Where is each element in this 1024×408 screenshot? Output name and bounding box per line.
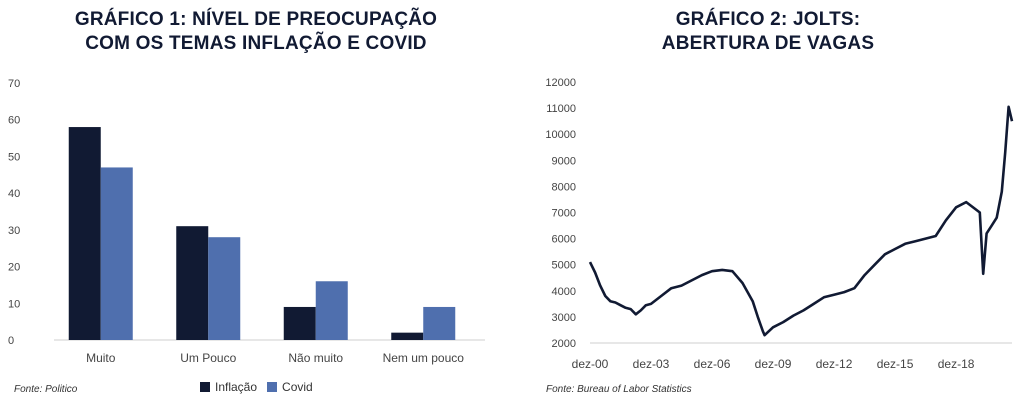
bar-covid [100,167,133,340]
y-tick-label: 2000 [552,338,576,350]
y-tick-label: 70 [8,78,20,90]
bar-covid [423,306,456,340]
y-tick-label: 4000 [552,286,576,298]
line-chart: 2000 3000 4000 5000 6000 7000 8000 9000 10000 110… [545,77,1014,371]
chart-panel-1: GRÁFICO 1: NÍVEL DE PREOCUPAÇÃO COM OS T… [0,8,512,395]
x-tick-label: dez-12 [816,357,853,371]
x-tick-label: dez-03 [633,357,670,371]
y-tick-label: 12000 [545,77,576,89]
chart2-title-line2: ABERTURA DE VAGAS [661,33,875,54]
x-category-label: Um Pouco [180,351,236,365]
series-line-jolts [588,105,1014,337]
chart-panel-2: GRÁFICO 2: JOLTS: ABERTURA DE VAGAS 2000… [512,0,1024,408]
legend-item-covid: Covid [267,380,313,394]
y-tick-label: 6000 [552,234,576,246]
y-tick-label: 0 [8,335,14,347]
legend-swatch-inflacao [200,382,210,392]
x-category-label: Não muito [288,351,343,365]
x-category-label: Muito [86,351,116,365]
y-tick-label: 50 [8,151,20,163]
x-tick-label: dez-18 [938,357,975,371]
y-tick-label: 3000 [552,312,576,324]
chart1-title: GRÁFICO 1: NÍVEL DE PREOCUPAÇÃO COM OS T… [0,8,512,56]
x-tick-label: dez-06 [694,357,731,371]
legend-label-inflacao: Inflação [215,380,258,394]
x-tick-label: dez-00 [572,357,609,371]
y-tick-label: 8000 [552,181,576,193]
chart1-title-line1: GRÁFICO 1: NÍVEL DE PREOCUPAÇÃO [74,9,438,30]
y-tick-label: 40 [8,188,20,200]
y-tick-label: 7000 [552,208,576,220]
legend-swatch-covid [267,382,278,392]
chart2-title-line1: GRÁFICO 2: JOLTS: [675,9,861,30]
y-tick-label: 30 [8,225,20,237]
y-tick-label: 5000 [552,260,576,272]
legend-item-inflacao: Inflação [200,380,257,394]
bar-covid [315,281,348,340]
y-tick-label: 10 [8,298,20,310]
legend-label-covid: Covid [282,380,313,394]
bar-inflacao [68,127,101,340]
x-tick-label: dez-15 [877,357,914,371]
x-tick-label: dez-09 [755,357,792,371]
y-tick-label: 60 [8,115,20,127]
y-tick-label: 11000 [546,103,576,115]
bar-covid [208,237,241,340]
bar-inflacao [176,226,209,340]
y-tick-label: 10000 [545,129,576,141]
y-tick-label: 9000 [552,155,576,167]
bar-inflacao [283,306,316,340]
chart1-legend: Inflação Covid [200,380,313,394]
x-category-label: Nem um pouco [383,351,465,365]
chart2-source: Fonte: Bureau of Labor Statistics [546,384,692,395]
chart2-title: GRÁFICO 2: JOLTS: ABERTURA DE VAGAS [512,8,1024,56]
chart1-title-line2: COM OS TEMAS INFLAÇÃO E COVID [85,33,427,54]
bar-inflacao [391,332,424,340]
y-tick-label: 20 [8,262,20,274]
bar-chart: 0 10 20 30 40 50 60 70 Muito Um Pouco Não muito Nem… [8,78,485,365]
chart1-source: Fonte: Politico [14,384,78,395]
